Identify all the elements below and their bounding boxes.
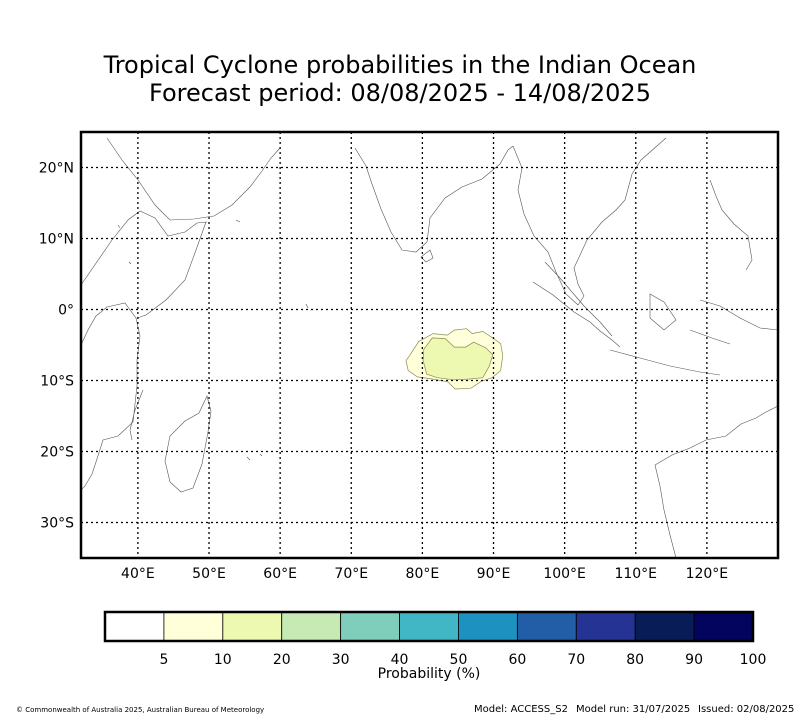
longitude-label: 110°E	[614, 566, 657, 582]
latitude-label: 30°S	[40, 516, 74, 532]
colorbar-swatch	[575, 611, 636, 642]
graticule	[81, 132, 778, 558]
longitude-label: 120°E	[686, 566, 729, 582]
coastline-se-asia	[512, 137, 667, 337]
colorbar-tick-label: 100	[740, 652, 767, 668]
coastline-islands	[117, 219, 309, 461]
longitude-label: 70°E	[334, 566, 368, 582]
colorbar-tick-label: 60	[508, 652, 526, 668]
coastline-indonesia	[532, 281, 778, 376]
latitude-label: 0°	[58, 303, 74, 319]
coastline-africa	[81, 137, 281, 491]
colorbar-swatch	[693, 611, 754, 642]
colorbar-tick-label: 30	[332, 652, 350, 668]
colorbar-tick-label: 10	[214, 652, 232, 668]
probability-region-10-20	[422, 337, 494, 381]
model-text: Model: ACCESS_S2	[474, 704, 568, 715]
colorbar-label: Probability (%)	[378, 666, 481, 682]
colorbar-tick-label: 50	[450, 652, 468, 668]
longitude-label: 60°E	[263, 566, 297, 582]
coastline-australia	[654, 405, 778, 558]
colorbar-swatch	[281, 611, 342, 642]
colorbar-border	[103, 610, 755, 643]
map-border	[79, 130, 780, 560]
longitude-label: 50°E	[192, 566, 226, 582]
title-line-1: Tropical Cyclone probabilities in the In…	[103, 51, 697, 79]
copyright-text: © Commonwealth of Australia 2025, Austra…	[16, 706, 265, 714]
colorbar-tick-label: 40	[391, 652, 409, 668]
latitude-label: 20°S	[40, 445, 74, 461]
colorbar	[103, 610, 755, 643]
colorbar-swatch	[634, 611, 695, 642]
colorbar-swatch	[104, 611, 165, 642]
latitude-label: 10°S	[40, 374, 74, 390]
colorbar-tick-label: 80	[626, 652, 644, 668]
longitude-label: 90°E	[477, 566, 511, 582]
colorbar-tick-label: 70	[567, 652, 585, 668]
colorbar-swatch	[163, 611, 224, 642]
colorbar-tick-label: 20	[273, 652, 291, 668]
latitude-label: 10°N	[39, 232, 74, 248]
longitude-label: 80°E	[406, 566, 440, 582]
probability-layer	[405, 328, 504, 390]
colorbar-tick-label: 5	[159, 652, 168, 668]
longitude-labels: 40°E 50°E 60°E 70°E 80°E 90°E 100°E 110°E 120°E	[121, 566, 728, 582]
model-run-text: Model run: 31/07/2025	[576, 704, 691, 715]
colorbar-swatch	[516, 611, 577, 642]
latitude-labels: 20°N 10°N 0° 10°S 20°S 30°S	[39, 161, 74, 532]
colorbar-swatch	[458, 611, 518, 642]
issued-text: Issued: 02/08/2025	[698, 704, 795, 715]
map-panel	[79, 130, 780, 560]
longitude-label: 100°E	[543, 566, 586, 582]
colorbar-tick-labels: 5 10 20 30 40 50 60 70 80 90 100	[159, 652, 766, 668]
colorbar-swatch	[340, 611, 400, 642]
colorbar-swatch	[222, 611, 283, 642]
colorbar-tick-label: 90	[685, 652, 703, 668]
colorbar-swatch	[399, 611, 459, 642]
latitude-label: 20°N	[39, 161, 74, 177]
longitude-label: 40°E	[121, 566, 155, 582]
title-line-2: Forecast period: 08/08/2025 - 14/08/2025	[149, 79, 651, 107]
coastline-philippines	[709, 179, 753, 271]
